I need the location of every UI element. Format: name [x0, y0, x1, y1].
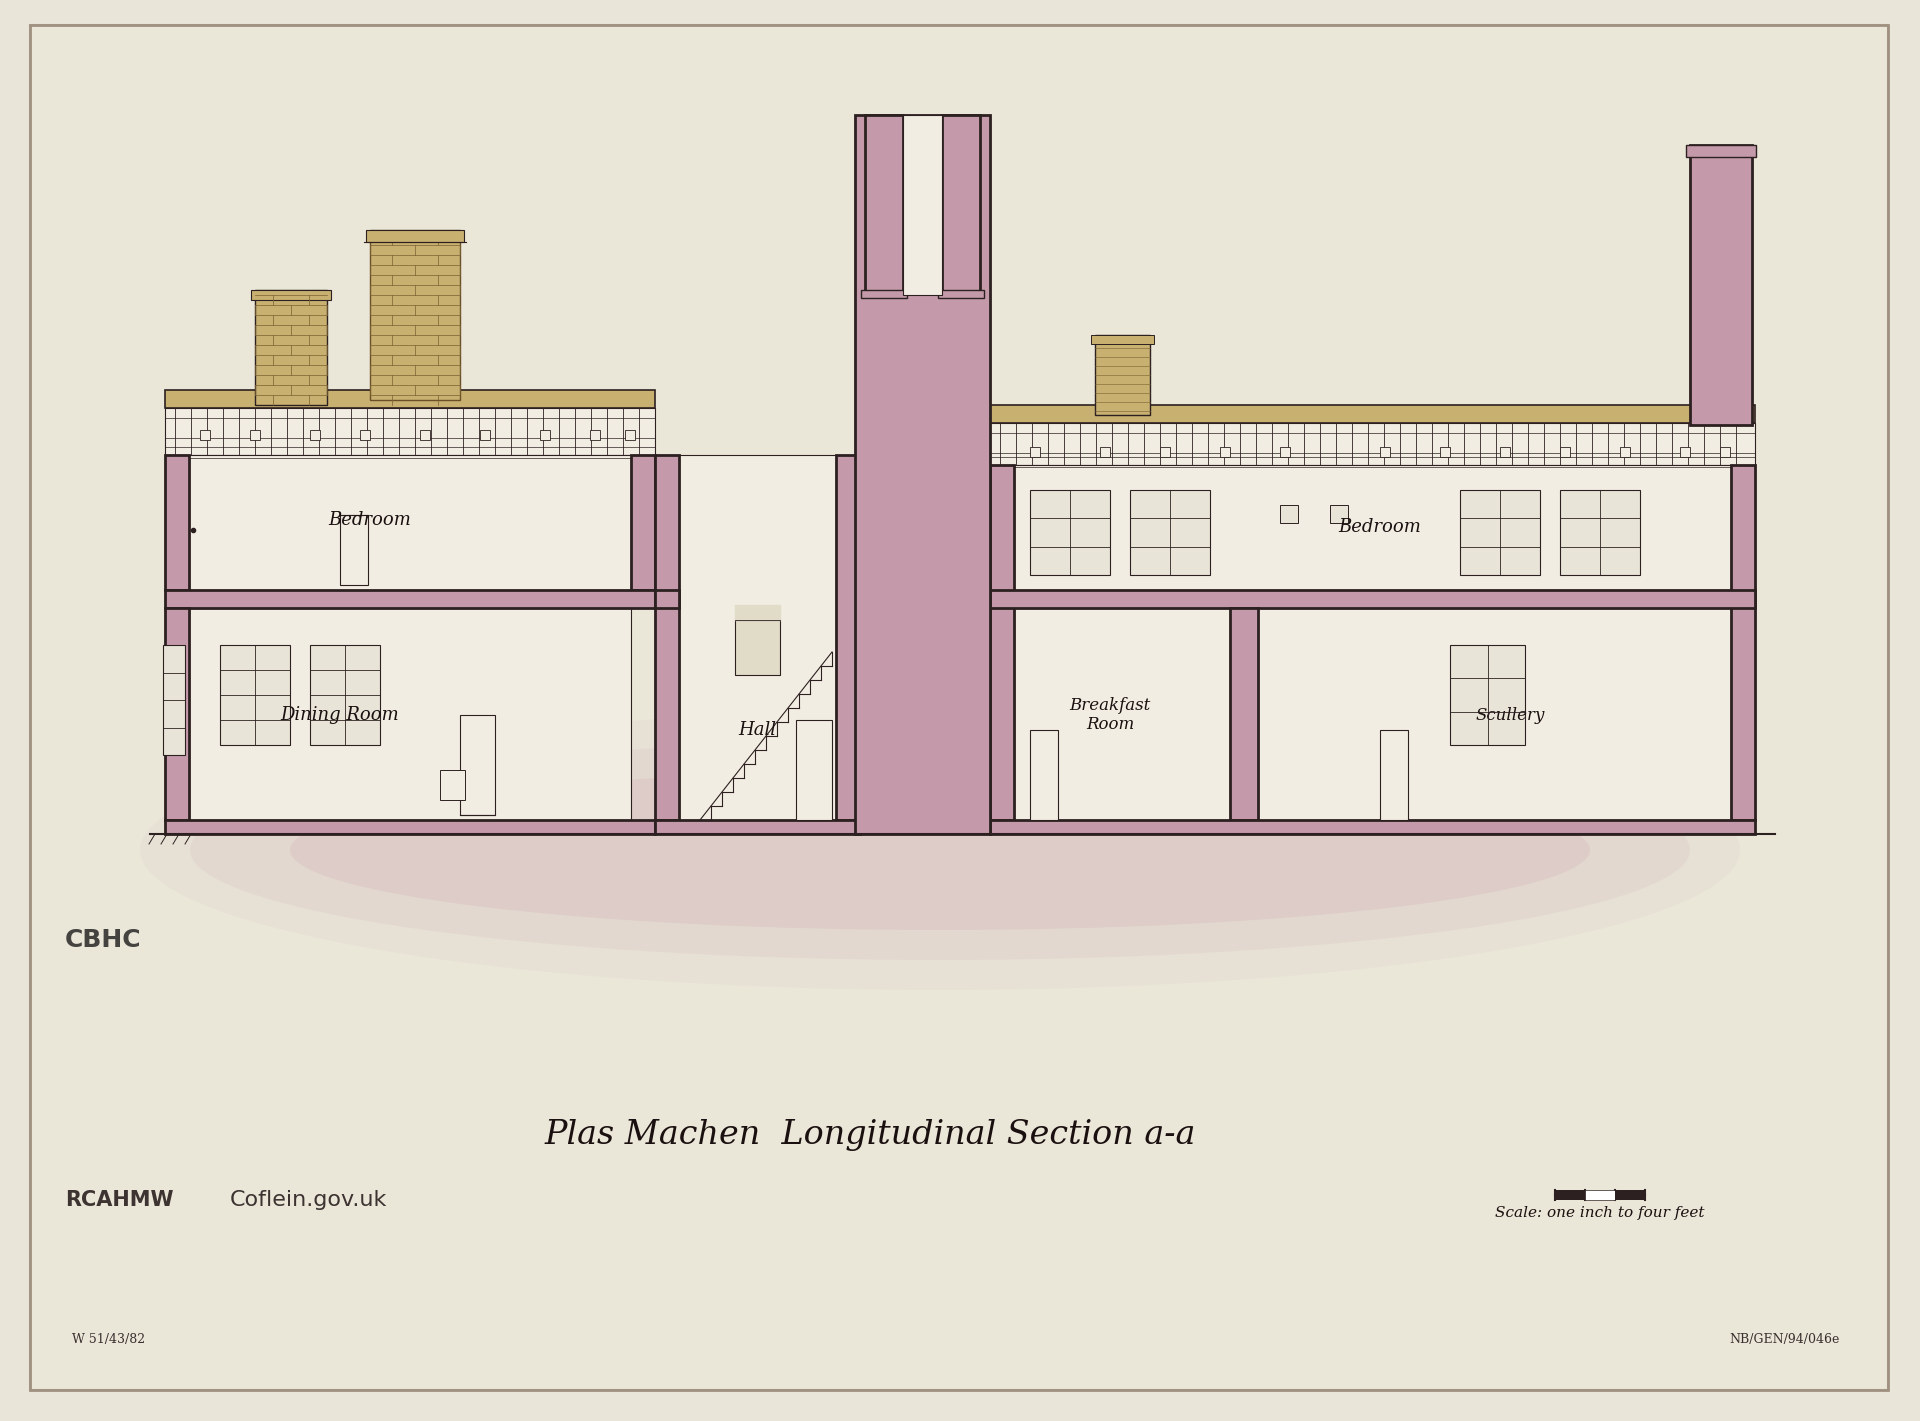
Bar: [991, 405, 1755, 423]
Bar: [340, 514, 369, 585]
Bar: [632, 455, 655, 590]
Bar: [309, 431, 321, 441]
Bar: [1690, 145, 1751, 425]
Text: W 51/43/82: W 51/43/82: [73, 1333, 146, 1347]
Bar: [165, 389, 655, 408]
Text: RCAHMW: RCAHMW: [65, 1189, 173, 1211]
Bar: [1559, 490, 1640, 576]
Bar: [361, 431, 371, 441]
Bar: [255, 290, 326, 405]
Bar: [991, 598, 1755, 608]
Bar: [1281, 504, 1298, 523]
Bar: [371, 230, 461, 399]
Bar: [1029, 730, 1058, 820]
Bar: [1459, 490, 1540, 576]
Bar: [188, 455, 632, 590]
Bar: [165, 608, 188, 820]
Text: Dining Room: Dining Room: [280, 706, 399, 725]
Bar: [991, 423, 1755, 465]
Bar: [735, 620, 780, 675]
Text: Coflein.gov.uk: Coflein.gov.uk: [230, 1189, 388, 1211]
Text: NB/GEN/94/046e: NB/GEN/94/046e: [1730, 1333, 1839, 1347]
Bar: [163, 645, 184, 755]
Bar: [1732, 465, 1755, 820]
Bar: [1029, 490, 1110, 576]
Bar: [655, 455, 680, 820]
Bar: [991, 820, 1755, 834]
Text: Scale: one inch to four feet: Scale: one inch to four feet: [1496, 1206, 1705, 1221]
Bar: [1450, 645, 1524, 745]
Bar: [1094, 335, 1150, 415]
Bar: [165, 820, 655, 834]
Bar: [420, 431, 430, 441]
Bar: [440, 770, 465, 800]
Bar: [1258, 608, 1732, 820]
Bar: [1559, 448, 1571, 458]
Bar: [1586, 1189, 1615, 1199]
Bar: [1720, 448, 1730, 458]
Bar: [1014, 465, 1732, 590]
Bar: [1686, 145, 1757, 156]
Bar: [939, 290, 983, 298]
Ellipse shape: [140, 710, 1740, 990]
Text: Bedroom: Bedroom: [328, 512, 411, 529]
Bar: [367, 230, 465, 242]
Bar: [991, 590, 1755, 608]
Bar: [1331, 504, 1348, 523]
Text: Scullery: Scullery: [1475, 706, 1546, 723]
Bar: [626, 431, 636, 441]
Bar: [943, 115, 979, 296]
Bar: [1014, 608, 1231, 820]
Bar: [589, 431, 599, 441]
Bar: [480, 431, 490, 441]
Bar: [165, 455, 188, 590]
Text: CBHC: CBHC: [65, 928, 142, 952]
Bar: [797, 720, 831, 820]
Bar: [1029, 448, 1041, 458]
Bar: [991, 465, 1014, 820]
Text: Plas Machen  Longitudinal Section a-a: Plas Machen Longitudinal Section a-a: [543, 1118, 1196, 1151]
Bar: [1380, 730, 1407, 820]
Bar: [1440, 448, 1450, 458]
Bar: [1219, 448, 1231, 458]
Bar: [866, 115, 902, 296]
Bar: [165, 590, 655, 608]
Ellipse shape: [190, 740, 1690, 961]
Bar: [188, 608, 632, 820]
Bar: [860, 290, 906, 298]
Bar: [1231, 608, 1258, 820]
Bar: [902, 115, 943, 296]
Bar: [1100, 448, 1110, 458]
Bar: [835, 455, 860, 820]
Bar: [854, 115, 991, 834]
Bar: [1555, 1189, 1586, 1199]
Bar: [1620, 448, 1630, 458]
Bar: [1160, 448, 1169, 458]
Bar: [221, 645, 290, 745]
Bar: [1680, 448, 1690, 458]
Bar: [540, 431, 549, 441]
Text: Breakfast
Room: Breakfast Room: [1069, 696, 1150, 733]
Bar: [680, 455, 835, 820]
Text: Bedroom: Bedroom: [1338, 519, 1421, 536]
Bar: [655, 820, 860, 834]
Bar: [1380, 448, 1390, 458]
Bar: [309, 645, 380, 745]
Bar: [1500, 448, 1509, 458]
Bar: [1615, 1189, 1645, 1199]
Bar: [1281, 448, 1290, 458]
Bar: [461, 715, 495, 816]
Bar: [200, 431, 209, 441]
Bar: [165, 408, 655, 455]
Bar: [252, 290, 330, 300]
Bar: [1131, 490, 1210, 576]
Text: Hall: Hall: [737, 720, 776, 739]
Bar: [655, 590, 680, 608]
Ellipse shape: [290, 770, 1590, 929]
Bar: [1091, 335, 1154, 344]
Bar: [250, 431, 259, 441]
